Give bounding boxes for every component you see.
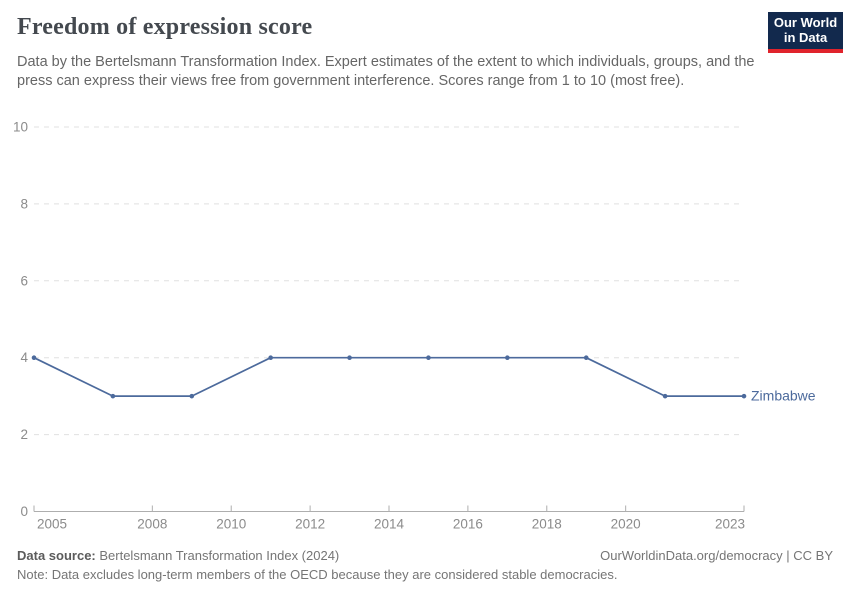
x-axis-label: 2005 — [37, 517, 67, 532]
y-axis-label: 4 — [20, 350, 28, 365]
data-point — [741, 393, 747, 399]
credit-text: OurWorldinData.org/democracy | CC BY — [600, 548, 833, 563]
entity-label: Zimbabwe — [751, 388, 816, 404]
data-source-value: Bertelsmann Transformation Index (2024) — [95, 548, 340, 563]
owid-logo-line2: in Data — [783, 30, 828, 45]
y-axis-label: 6 — [20, 273, 28, 288]
data-point — [347, 355, 352, 361]
data-point — [110, 393, 116, 399]
x-axis-label: 2014 — [374, 517, 405, 532]
data-point — [583, 355, 589, 361]
y-axis-label: 8 — [20, 196, 28, 211]
data-point — [268, 355, 273, 361]
y-axis-label: 0 — [20, 504, 28, 519]
x-axis-label: 2012 — [295, 517, 325, 532]
note-label: Note: — [17, 567, 49, 582]
x-axis-label: 2020 — [611, 517, 641, 532]
note-value: Data excludes long-term members of the O… — [48, 567, 618, 582]
y-axis-label: 2 — [20, 427, 28, 442]
x-axis-label: 2016 — [453, 517, 483, 532]
data-point — [662, 393, 668, 399]
x-axis-label: 2008 — [137, 517, 167, 532]
data-point — [426, 355, 431, 361]
data-source-label: Data source: — [17, 548, 96, 563]
x-axis-label: 2023 — [715, 517, 745, 532]
chart-subtitle: Data by the Bertelsmann Transformation I… — [17, 54, 755, 89]
data-point — [31, 355, 37, 361]
chart-canvas: 0 2 4 6 8 10 2005 2008 2010 2012 2014 2016 2018 2020 2… — [13, 120, 816, 532]
series-line — [33, 356, 745, 397]
data-source-text: Data source: Bertelsmann Transformation … — [17, 548, 339, 563]
data-point — [189, 393, 195, 399]
x-axis-label: 2010 — [216, 517, 246, 532]
page-title: Freedom of expression score — [17, 14, 313, 40]
data-point — [505, 355, 510, 361]
x-axis-label: 2018 — [532, 517, 562, 532]
chart-note: Note: Data excludes long-term members of… — [17, 567, 833, 582]
owid-logo: Our World in Data — [768, 12, 843, 53]
owid-logo-line1: Our World — [773, 15, 838, 30]
chart-footer: Data source: Bertelsmann Transformation … — [17, 548, 833, 563]
y-axis-label: 10 — [13, 120, 28, 135]
